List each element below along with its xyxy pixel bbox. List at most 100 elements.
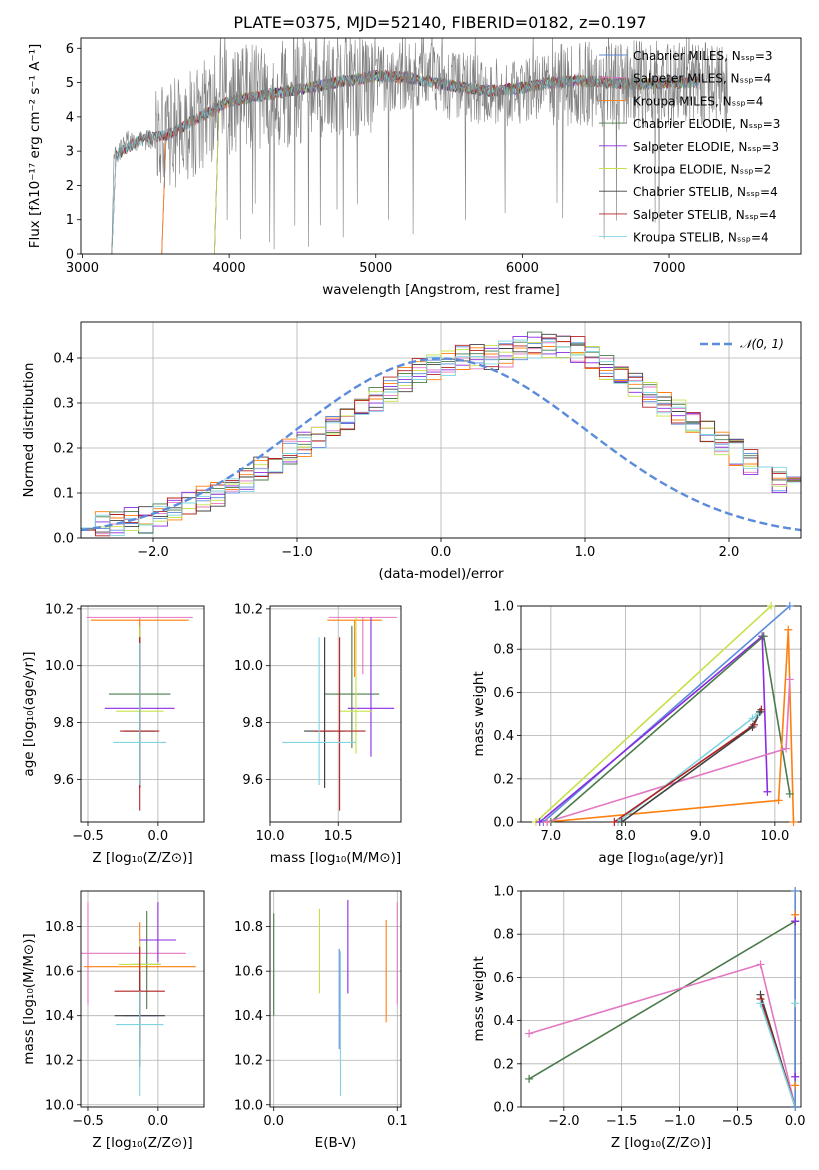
age_vs_Z-ylabel: age [log₁₀(age/yr)] <box>21 651 37 776</box>
mass_vs_Z-ytick-label-4: 10.8 <box>45 920 74 935</box>
weight_vs_Z-xtick-label-1: −1.5 <box>606 1114 638 1129</box>
spectrum-ytick-label-6: 6 <box>66 42 74 57</box>
weight_vs_age-series-3 <box>550 634 791 822</box>
residuals-hist-5 <box>81 341 801 532</box>
spectrum-legend-label-1: Salpeter MILES, Nₛₛₚ=4 <box>633 72 771 86</box>
weight_vs_age-xtick-label-1: 8.0 <box>615 829 636 844</box>
spectrum-ytick-label-2: 2 <box>66 179 74 194</box>
weight_vs_age-xtick-label-0: 7.0 <box>541 829 562 844</box>
residuals-ytick-label-3: 0.3 <box>53 397 74 412</box>
residuals-panel: −2.0 −1.0 0.0 1.0 2.0 0.0 0.1 0.2 0.3 0.4 (data-mo… <box>21 321 802 582</box>
weight_vs_Z-marker-8-1 <box>791 887 800 895</box>
age_vs_mass-plot <box>282 616 397 811</box>
spectrum-legend-label-0: Chabrier MILES, Nₛₛₚ=3 <box>633 49 773 63</box>
weight_vs_Z-marker-4-2 <box>791 999 800 1008</box>
spectrum-legend-label-5: Kroupa ELODIE, Nₛₛₚ=2 <box>633 163 771 177</box>
weight_vs_age-marker-2-2 <box>763 787 772 796</box>
weight_vs_Z-xtick-label-3: −0.5 <box>722 1114 754 1129</box>
weight_vs_age-marker-8-0 <box>617 818 626 826</box>
weight_vs_Z-series-0 <box>528 920 796 1080</box>
weight_vs_age-ytick-label-2: 0.4 <box>493 729 514 744</box>
mass_vs_Z-frame <box>80 890 205 1108</box>
weight_vs_age-marker-5-1 <box>782 744 791 753</box>
residuals-hist-8 <box>81 339 801 536</box>
weight_vs_age-ytick-label-3: 0.6 <box>493 686 514 701</box>
mass_vs_Z-ylabel: mass [log₁₀(M/M⊙)] <box>21 933 37 1064</box>
weight_vs_age-xtick-label-3: 10.0 <box>760 829 789 844</box>
weight_vs_age-series-7 <box>613 709 763 822</box>
age_vs_Z-xlabel: Z [log₁₀(Z/Z⊙)] <box>92 850 192 866</box>
weight_vs_age-marker-2-0 <box>535 818 544 826</box>
residuals-ytick-label-0: 0.0 <box>53 532 74 547</box>
weight_vs_age-ytick-label-1: 0.2 <box>493 772 514 787</box>
weight_vs_age-marker-4-3 <box>789 818 798 826</box>
residuals-xlabel: (data-model)/error <box>378 566 504 582</box>
weight_vs_age-marker-4-1 <box>774 796 783 805</box>
mass_vs_EBV-ytick-label-3: 10.6 <box>234 965 263 980</box>
spectrum-legend-label-7: Salpeter STELIB, Nₛₛₚ=4 <box>633 208 777 222</box>
age_vs_Z-ytick-label-3: 10.2 <box>45 602 74 617</box>
mass_vs_Z-ytick-label-3: 10.6 <box>45 965 74 980</box>
residuals-xtick-label-0: −2.0 <box>137 545 169 560</box>
mass_vs_EBV-panel: 0.0 0.1 10.0 10.2 10.4 10.6 10.8 E(B-V) <box>234 890 408 1151</box>
spectrum-legend: Chabrier MILES, Nₛₛₚ=3 Salpeter MILES, Nₛ… <box>599 49 780 245</box>
weight_vs_age-marker-4-2 <box>784 625 793 634</box>
weight_vs_Z-marker-0-0 <box>525 1074 534 1083</box>
spectrum-legend-label-6: Chabrier STELIB, Nₛₛₚ=4 <box>633 185 778 199</box>
weight_vs_Z-xtick-label-0: −2.0 <box>548 1114 580 1129</box>
age_vs_mass-ytick-label-2: 10.0 <box>234 659 263 674</box>
weight_vs_age-ytick-label-4: 0.8 <box>493 643 514 658</box>
spectrum-xlabel: wavelength [Angstrom, rest frame] <box>322 282 560 298</box>
residuals-gaussian <box>81 357 801 532</box>
mass_vs_Z-plot <box>81 902 196 1096</box>
age_vs_mass-ytick-label-3: 10.2 <box>234 602 263 617</box>
weight_vs_Z-ytick-label-1: 0.2 <box>493 1057 514 1072</box>
weight_vs_Z-marker-1-1 <box>756 960 765 969</box>
weight_vs_Z-frame <box>520 890 802 1108</box>
age_vs_mass-xtick-label-0: 10.0 <box>256 829 285 844</box>
spectrum-xtick-label-2: 5000 <box>359 261 392 276</box>
spectrum-xtick-label-1: 4000 <box>213 261 246 276</box>
residuals-plot <box>81 331 801 537</box>
weight_vs_age-marker-6-1 <box>748 714 757 723</box>
mass_vs_EBV-ytick-label-1: 10.2 <box>234 1054 263 1069</box>
residuals-frame <box>80 321 802 539</box>
mass_vs_EBV-ytick-label-0: 10.0 <box>234 1098 263 1113</box>
age_vs_mass-frame <box>269 605 402 823</box>
weight_vs_Z-ytick-label-2: 0.4 <box>493 1014 514 1029</box>
weight_vs_age-marker-1-1 <box>767 602 776 610</box>
weight_vs_age-frame <box>520 605 802 823</box>
weight_vs_age-marker-7-0 <box>610 818 619 826</box>
age_vs_mass-xtick-label-1: 10.5 <box>324 829 353 844</box>
spectrum-legend-label-4: Salpeter ELODIE, Nₛₛₚ=3 <box>633 140 779 154</box>
spectrum-ytick-label-5: 5 <box>66 76 74 91</box>
age_vs_Z-ytick-label-0: 9.6 <box>53 773 74 788</box>
weight_vs_Z-marker-1-0 <box>525 1029 534 1038</box>
age_vs_Z-panel: −0.5 0.0 9.6 9.8 10.0 10.2 Z [log₁₀(Z/Z⊙)] age … <box>21 602 205 866</box>
weight_vs_age-marker-3-2 <box>785 789 794 798</box>
age_vs_mass-ytick-label-1: 9.8 <box>242 716 263 731</box>
spectrum-ytick-label-4: 4 <box>66 110 74 125</box>
spectrum-ylabel: Flux [fλ10⁻¹⁷ erg cm⁻² s⁻¹ A⁻¹] <box>27 44 43 249</box>
weight_vs_Z-series-4 <box>759 1003 797 1107</box>
spectrum-ytick-label-0: 0 <box>66 248 74 263</box>
weight_vs_Z-xtick-label-4: 0.0 <box>785 1114 806 1129</box>
spectrum-legend-label-8: Kroupa STELIB, Nₛₛₚ=4 <box>633 231 769 245</box>
weight_vs_age-ytick-label-5: 1.0 <box>493 600 514 615</box>
spectrum-plot <box>111 38 728 254</box>
residuals-xtick-label-3: 1.0 <box>575 545 596 560</box>
weight_vs_Z-ylabel: mass weight <box>471 956 487 1041</box>
spectrum-ytick-label-3: 3 <box>66 145 74 160</box>
weight_vs_Z-marker-7-1 <box>791 917 800 926</box>
weight_vs_Z-series-1 <box>528 963 796 1107</box>
age_vs_Z-xtick-label-0: −0.5 <box>72 829 104 844</box>
residuals-xtick-label-1: −1.0 <box>281 545 313 560</box>
age_vs_Z-xtick-label-1: 0.0 <box>148 829 169 844</box>
spectrum-legend-label-2: Kroupa MILES, Nₛₛₚ=4 <box>633 94 763 108</box>
weight_vs_age-xtick-label-2: 9.0 <box>690 829 711 844</box>
mass_vs_Z-xtick-label-1: 0.0 <box>148 1114 169 1129</box>
age_vs_mass-panel: 10.0 10.5 9.6 9.8 10.0 10.2 mass [log₁₀(M/M⊙)] <box>234 602 402 866</box>
mass_vs_Z-xlabel: Z [log₁₀(Z/Z⊙)] <box>92 1135 192 1151</box>
weight_vs_age-marker-8-2 <box>755 707 764 716</box>
